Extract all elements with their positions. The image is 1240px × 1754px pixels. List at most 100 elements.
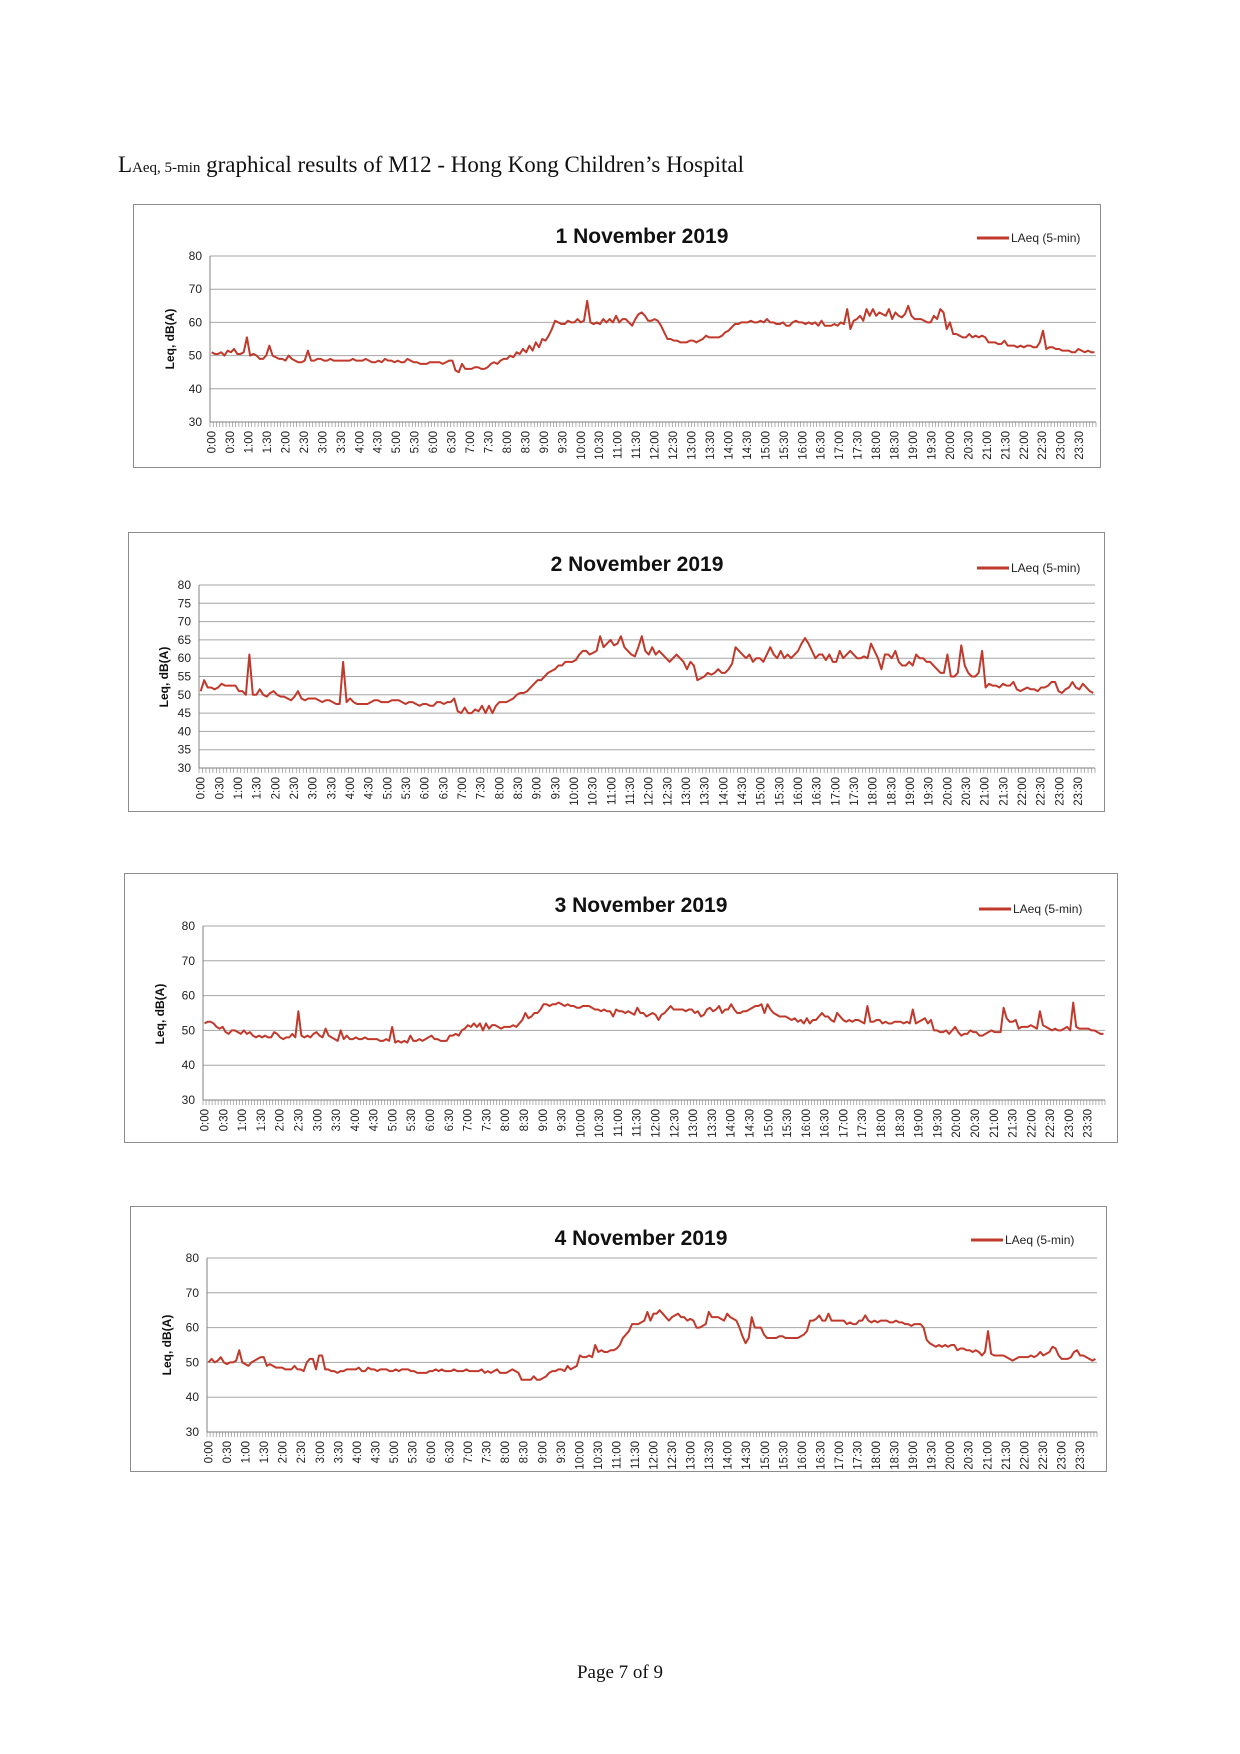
page-title: LAeq, 5-min graphical results of M12 - H… bbox=[118, 152, 745, 177]
x-tick-label: 6:30 bbox=[447, 431, 459, 453]
x-tick-label: 1:00 bbox=[237, 1109, 249, 1131]
x-tick-label: 14:30 bbox=[741, 1441, 753, 1470]
x-tick-label: 2:30 bbox=[294, 1109, 306, 1131]
x-tick-label: 16:00 bbox=[801, 1109, 813, 1138]
x-ticks bbox=[209, 422, 1097, 427]
chart-nov-3: 3 November 2019 LAeq (5-min) Leq, dB(A) … bbox=[124, 873, 1118, 1143]
x-tick-label: 13:00 bbox=[688, 1109, 700, 1138]
x-tick-label: 4:30 bbox=[370, 1441, 382, 1463]
x-tick-label: 18:30 bbox=[890, 431, 902, 460]
chart-nov-4: 4 November 2019 LAeq (5-min) Leq, dB(A) … bbox=[130, 1206, 1107, 1472]
series-line-laeq bbox=[207, 1309, 1096, 1381]
legend-label: LAeq (5-min) bbox=[1011, 561, 1080, 575]
x-tick-label: 13:00 bbox=[687, 431, 699, 460]
y-tick-label: 50 bbox=[186, 1355, 200, 1369]
x-tick-label: 11:00 bbox=[612, 1441, 624, 1469]
series-line-laeq bbox=[211, 299, 1095, 374]
x-tick-label: 5:30 bbox=[401, 777, 413, 799]
chart-nov-2-svg: 2 November 2019 LAeq (5-min) Leq, dB(A) … bbox=[157, 553, 1096, 806]
y-tick-label: 70 bbox=[178, 615, 192, 629]
x-tick-label: 2:30 bbox=[289, 777, 301, 799]
y-axis-label: Leq, dB(A) bbox=[163, 309, 177, 370]
x-tick-label: 11:00 bbox=[613, 1109, 625, 1137]
page-footer: Page 7 of 9 bbox=[576, 1662, 663, 1683]
x-tick-label: 21:00 bbox=[982, 431, 994, 460]
y-tick-label: 50 bbox=[178, 688, 192, 702]
x-tick-label: 7:00 bbox=[465, 431, 477, 453]
x-tick-label: 21:00 bbox=[989, 1109, 1001, 1138]
x-tick-label: 14:00 bbox=[723, 431, 735, 460]
x-ticks bbox=[202, 1100, 1106, 1105]
x-tick-label: 17:00 bbox=[834, 431, 846, 460]
x-tick-label: 18:00 bbox=[871, 1441, 883, 1470]
y-tick-label: 60 bbox=[182, 989, 196, 1003]
x-tick-label: 22:00 bbox=[1019, 431, 1031, 460]
x-tick-label: 13:30 bbox=[700, 777, 712, 806]
x-tick-label: 14:00 bbox=[718, 777, 730, 806]
x-tick-label: 4:00 bbox=[345, 777, 357, 799]
x-tick-label: 16:30 bbox=[816, 431, 828, 460]
x-tick-label: 21:00 bbox=[982, 1441, 994, 1470]
x-tick-label: 8:30 bbox=[519, 1441, 531, 1463]
chart-nov-3-svg: 3 November 2019 LAeq (5-min) Leq, dB(A) … bbox=[153, 894, 1106, 1138]
x-tick-label: 21:30 bbox=[1008, 1109, 1020, 1138]
x-tick-label: 3:00 bbox=[317, 431, 329, 453]
x-tick-label: 17:30 bbox=[853, 431, 865, 460]
chart-title: 2 November 2019 bbox=[551, 553, 724, 576]
x-tick-label: 1:00 bbox=[233, 777, 245, 799]
x-tick-label: 12:00 bbox=[651, 1109, 663, 1138]
x-tick-label: 19:00 bbox=[905, 777, 917, 806]
x-tick-label: 6:30 bbox=[444, 1109, 456, 1131]
x-tick-label: 21:00 bbox=[980, 777, 992, 806]
x-tick-label: 14:30 bbox=[742, 431, 754, 460]
x-tick-label: 8:30 bbox=[519, 1109, 531, 1131]
x-tick-label: 12:30 bbox=[668, 431, 680, 460]
x-tick-label: 3:30 bbox=[331, 1109, 343, 1131]
y-tick-label: 50 bbox=[189, 349, 203, 363]
y-tick-label: 80 bbox=[182, 919, 196, 933]
x-tick-label: 4:00 bbox=[354, 431, 366, 453]
x-tick-label: 0:30 bbox=[218, 1109, 230, 1131]
x-tick-label: 1:00 bbox=[244, 431, 256, 453]
x-tick-label: 0:30 bbox=[214, 777, 226, 799]
x-tick-label: 17:30 bbox=[857, 1109, 869, 1138]
x-tick-label: 7:30 bbox=[482, 1441, 494, 1463]
x-tick-label: 6:30 bbox=[445, 1441, 457, 1463]
x-tick-label: 11:30 bbox=[630, 1441, 642, 1469]
chart-nov-1-svg: 1 November 2019 LAeq (5-min) Leq, dB(A) … bbox=[163, 225, 1097, 460]
x-tick-label: 12:00 bbox=[644, 777, 656, 806]
x-tick-label: 11:00 bbox=[606, 777, 618, 805]
x-tick-label: 22:00 bbox=[1019, 1441, 1031, 1470]
x-tick-label: 1:00 bbox=[241, 1441, 253, 1463]
x-tick-label: 9:00 bbox=[532, 777, 544, 799]
y-tick-label: 75 bbox=[178, 596, 192, 610]
x-tick-label: 10:00 bbox=[569, 777, 581, 806]
x-tick-label: 12:30 bbox=[669, 1109, 681, 1138]
x-tick-label: 11:00 bbox=[613, 431, 625, 459]
x-tick-label: 23:30 bbox=[1083, 1109, 1095, 1138]
x-tick-label: 8:00 bbox=[502, 431, 514, 453]
series-line-laeq bbox=[204, 1001, 1104, 1044]
y-tick-label: 70 bbox=[186, 1286, 200, 1300]
x-tick-label: 3:00 bbox=[315, 1441, 327, 1463]
y-axis-label: Leq, dB(A) bbox=[157, 647, 171, 708]
x-tick-label: 9:30 bbox=[550, 777, 562, 799]
x-tick-label: 3:30 bbox=[336, 431, 348, 453]
x-tick-label: 17:30 bbox=[849, 777, 861, 806]
x-tick-label: 14:30 bbox=[737, 777, 749, 806]
y-axis-label: Leq, dB(A) bbox=[153, 984, 167, 1045]
x-tick-label: 5:30 bbox=[410, 431, 422, 453]
x-tick-label: 23:30 bbox=[1074, 431, 1086, 460]
x-tick-label: 0:30 bbox=[222, 1441, 234, 1463]
x-tick-label: 15:00 bbox=[760, 1441, 772, 1470]
chart-title: 3 November 2019 bbox=[555, 894, 728, 917]
x-tick-label: 20:30 bbox=[964, 1441, 976, 1470]
x-tick-label: 7:30 bbox=[484, 431, 496, 453]
x-tick-label: 20:00 bbox=[942, 777, 954, 806]
x-tick-label: 1:30 bbox=[256, 1109, 268, 1131]
x-tick-label: 9:30 bbox=[557, 431, 569, 453]
y-tick-label: 40 bbox=[189, 382, 203, 396]
x-tick-label: 10:00 bbox=[575, 1109, 587, 1138]
x-tick-label: 13:00 bbox=[681, 777, 693, 806]
x-tick-label: 19:30 bbox=[927, 431, 939, 460]
